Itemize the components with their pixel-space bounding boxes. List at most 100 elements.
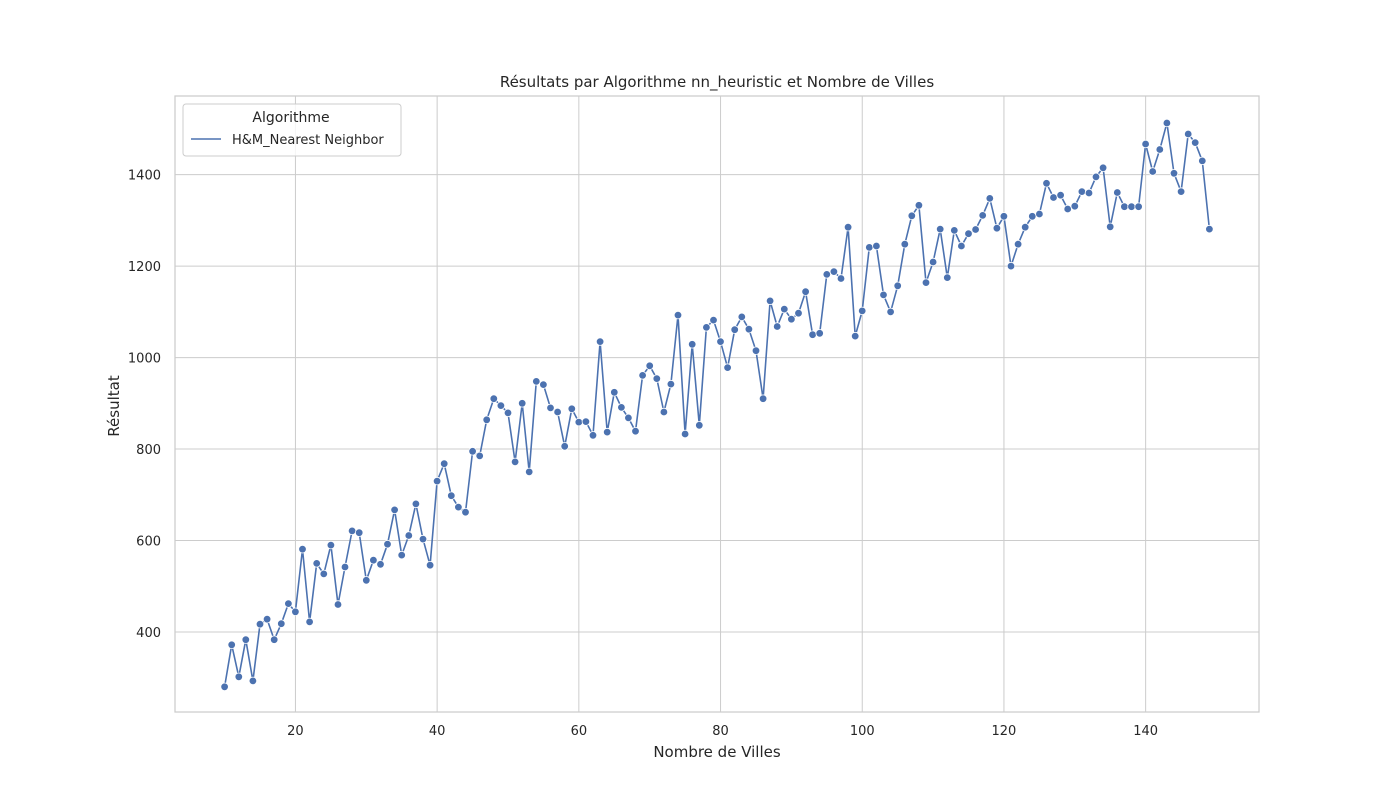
axis-ticks: 20 40 60 80 100 120 140 400 600 800 1000 1200 1400	[128, 169, 1158, 739]
data-point	[489, 394, 498, 403]
data-point	[964, 229, 973, 238]
data-point	[482, 415, 491, 424]
y-tick-label: 1400	[128, 169, 161, 184]
data-point	[1084, 188, 1094, 198]
grid	[175, 96, 1259, 712]
x-tick-label: 80	[712, 724, 729, 739]
data-point	[376, 560, 385, 569]
data-point	[921, 278, 931, 287]
data-point	[603, 427, 612, 437]
data-point	[787, 315, 796, 324]
data-point	[220, 682, 229, 691]
x-tick-label: 120	[992, 724, 1017, 739]
data-point	[347, 526, 357, 536]
data-point	[765, 296, 775, 306]
data-point	[801, 287, 810, 296]
data-point	[1028, 212, 1037, 221]
data-point	[319, 569, 328, 579]
data-point	[1176, 187, 1186, 196]
data-point	[617, 403, 626, 412]
legend-box	[182, 103, 402, 157]
data-point	[1013, 239, 1023, 249]
data-point	[525, 467, 534, 477]
data-point	[666, 379, 676, 389]
data-point	[532, 377, 541, 386]
data-point	[227, 640, 236, 649]
data-point	[1120, 202, 1129, 211]
data-point	[1198, 156, 1207, 166]
data-point	[730, 325, 739, 334]
data-point	[1127, 202, 1136, 211]
data-point	[475, 451, 484, 461]
data-point	[709, 315, 718, 325]
data-point	[1162, 118, 1172, 128]
data-point	[999, 212, 1009, 221]
data-point	[702, 323, 711, 332]
data-point	[900, 239, 909, 249]
y-tick-label: 1000	[128, 352, 161, 367]
data-point	[638, 371, 647, 380]
data-point	[1077, 187, 1087, 196]
data-point	[496, 401, 506, 410]
data-point	[1134, 202, 1143, 211]
data-point	[383, 540, 392, 549]
series-layer	[220, 118, 1214, 691]
data-point	[270, 635, 279, 644]
data-point	[418, 534, 428, 544]
data-point	[454, 502, 463, 512]
data-point	[794, 309, 803, 318]
data-point	[397, 550, 406, 560]
data-point	[645, 361, 654, 370]
legend-entry-label: H&M_Nearest Neighbor	[232, 133, 384, 148]
data-point	[241, 635, 250, 644]
data-point	[284, 599, 293, 608]
data-point	[340, 562, 350, 572]
legend: Algorithme H&M_Nearest Neighbor	[182, 103, 402, 157]
data-point	[836, 274, 846, 283]
data-point	[688, 340, 697, 349]
data-point	[872, 241, 881, 251]
data-point	[865, 243, 874, 252]
data-point	[914, 201, 924, 210]
data-point	[546, 403, 555, 413]
data-point	[468, 447, 477, 456]
data-point	[808, 330, 817, 339]
data-point	[815, 329, 824, 338]
data-point	[333, 600, 343, 609]
data-point	[560, 442, 569, 451]
data-point	[574, 417, 583, 427]
data-point	[1056, 190, 1065, 200]
data-point	[518, 399, 527, 408]
data-point	[659, 407, 669, 417]
series-line	[223, 122, 1211, 687]
data-point	[277, 619, 286, 628]
data-point	[595, 337, 605, 346]
data-point	[1006, 261, 1016, 271]
data-point	[369, 556, 378, 565]
data-point	[928, 257, 938, 267]
data-point	[1020, 222, 1030, 232]
data-point	[879, 290, 888, 300]
data-point	[326, 540, 336, 550]
data-point	[673, 310, 683, 320]
data-point	[567, 404, 576, 413]
data-point	[893, 281, 902, 290]
data-point	[822, 270, 831, 279]
data-point	[581, 417, 591, 426]
data-point	[1155, 145, 1164, 154]
data-point	[248, 676, 258, 686]
data-point	[978, 211, 987, 220]
y-tick-label: 1200	[128, 260, 161, 275]
data-point	[1113, 188, 1122, 197]
data-point	[751, 346, 761, 355]
data-point	[1148, 167, 1157, 176]
data-point	[1035, 209, 1044, 219]
data-point	[362, 576, 371, 585]
data-point	[773, 322, 782, 331]
data-point	[553, 407, 562, 417]
data-point	[291, 607, 300, 616]
data-point	[851, 331, 860, 341]
data-point	[950, 226, 959, 235]
data-point	[510, 457, 520, 467]
